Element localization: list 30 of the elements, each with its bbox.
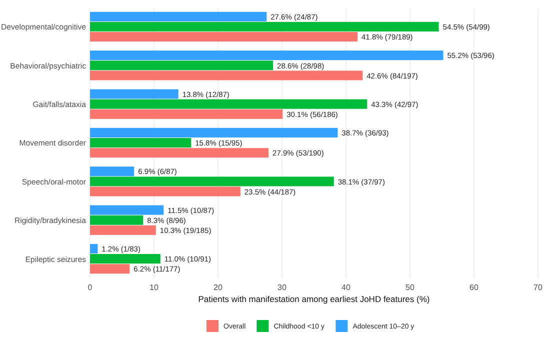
bar <box>90 70 363 80</box>
bar <box>90 109 283 119</box>
bar <box>90 186 240 196</box>
bar <box>90 215 144 225</box>
bar <box>90 225 156 235</box>
x-tick-label: 10 <box>150 283 159 292</box>
bar <box>90 12 267 22</box>
bar <box>90 254 160 264</box>
bar <box>90 89 178 99</box>
x-tick-label: 20 <box>214 283 223 292</box>
x-tick-label: 30 <box>278 283 287 292</box>
bar <box>90 128 338 138</box>
bar <box>90 138 192 148</box>
bar <box>90 205 164 215</box>
bar <box>90 244 98 254</box>
x-tick-label: 60 <box>470 283 479 292</box>
bar <box>90 22 439 32</box>
bar <box>90 264 130 274</box>
x-tick-label: 0 <box>88 283 93 292</box>
x-tick-label: 40 <box>342 283 351 292</box>
x-tick-label: 70 <box>534 283 543 292</box>
bar <box>90 32 358 42</box>
bar <box>90 99 368 109</box>
bar <box>90 176 334 186</box>
bar <box>90 60 274 70</box>
bar <box>90 50 444 60</box>
x-tick-label: 50 <box>406 283 415 292</box>
x-axis-title: Patients with manifestation among earliest JoHD features (%) <box>198 294 430 304</box>
bar <box>90 166 134 176</box>
bar <box>90 148 269 158</box>
